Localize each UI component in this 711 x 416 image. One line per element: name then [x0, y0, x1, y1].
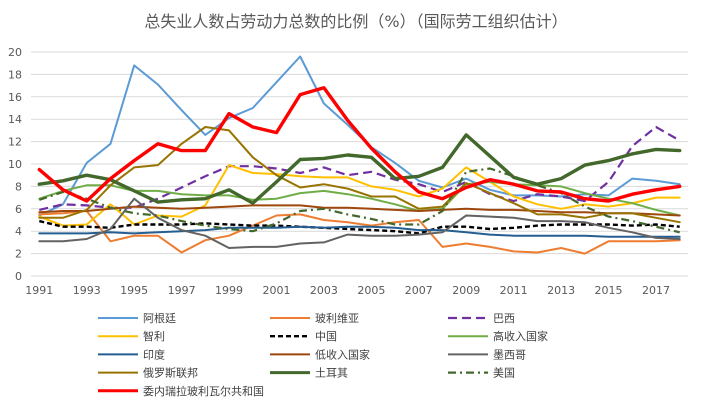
series-line-5 [38, 180, 681, 217]
axes: 0 2 4 6 8 10 12 14 16 18 20 1991 1993 1995 1997 1999 200… [8, 46, 670, 297]
legend-label: 中国 [315, 330, 337, 343]
legend-label: 土耳其 [315, 367, 348, 380]
x-tick-label: 2001 [262, 284, 290, 297]
x-tick-label: 1995 [120, 284, 148, 297]
series-line-3 [38, 164, 681, 227]
gridlines [31, 51, 688, 277]
series-line-4 [39, 219, 680, 235]
y-tick-label: 18 [8, 68, 22, 81]
y-tick-label: 4 [15, 225, 22, 238]
y-tick-label: 8 [15, 180, 22, 193]
x-tick-label: 1991 [25, 284, 53, 297]
legend-label: 低收入国家 [315, 347, 370, 361]
chart-title: 总失业人数占劳动力总数的比例（%）（国际劳工组织估计） [144, 12, 567, 31]
legend-label: 美国 [493, 367, 515, 380]
x-tick-label: 1997 [168, 284, 196, 297]
legend-label: 委内瑞拉玻利瓦尔共和国 [143, 384, 264, 398]
y-tick-label: 2 [15, 248, 22, 261]
legend-label: 巴西 [493, 312, 515, 325]
legend-label: 智利 [143, 329, 165, 343]
x-tick-label: 2007 [405, 284, 433, 297]
y-tick-label: 12 [8, 136, 22, 149]
legend-label: 墨西哥 [493, 348, 526, 361]
y-tick-label: 20 [8, 46, 22, 59]
y-tick-label: 10 [8, 158, 22, 171]
series-lines [37, 55, 682, 255]
y-tick-label: 6 [15, 203, 22, 216]
legend-label: 玻利维亚 [315, 312, 359, 325]
x-tick-label: 1993 [73, 284, 101, 297]
series-line-6 [38, 225, 681, 238]
series-line-1 [38, 210, 681, 255]
series-line-7 [38, 204, 681, 217]
series-line-11 [38, 167, 680, 234]
y-tick-label: 16 [8, 91, 22, 104]
legend-label: 印度 [143, 347, 165, 361]
legend-label: 高收入国家 [493, 329, 548, 343]
x-tick-label: 2017 [642, 284, 670, 297]
legend-label: 阿根廷 [143, 311, 176, 325]
x-tick-label: 2011 [500, 284, 528, 297]
y-tick-label: 0 [15, 270, 22, 283]
x-tick-label: 2003 [310, 284, 338, 297]
series-line-8 [38, 197, 681, 249]
y-tick-label: 14 [8, 113, 22, 126]
x-tick-label: 2015 [595, 284, 623, 297]
x-tick-label: 2009 [452, 284, 480, 297]
x-tick-label: 2013 [547, 284, 575, 297]
x-tick-label: 2005 [357, 284, 385, 297]
series-line-12 [37, 86, 682, 203]
series-line-9 [38, 126, 681, 224]
legend-label: 俄罗斯联邦 [143, 367, 198, 380]
series-line-10 [37, 133, 682, 205]
x-tick-label: 1999 [215, 284, 243, 297]
